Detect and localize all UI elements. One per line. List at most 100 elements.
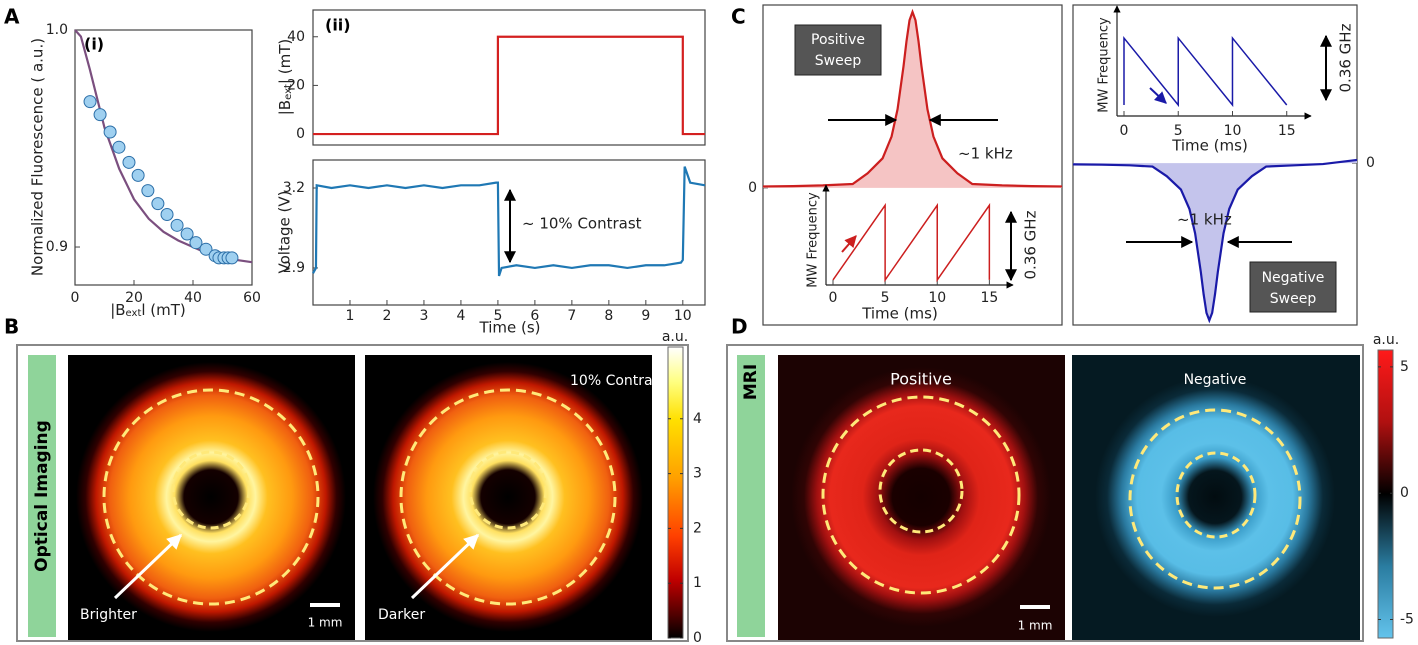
annotation: ~ 10% Contrast — [522, 215, 642, 233]
axis-label: Time (ms) — [1171, 137, 1248, 155]
x-tick-label: 20 — [125, 290, 143, 306]
panel-letter: C — [731, 5, 746, 29]
axis-label-part: |B — [110, 301, 125, 319]
y-tick-label: 1.0 — [46, 22, 68, 38]
x-tick-label: 60 — [243, 290, 261, 306]
side-label: Optical Imaging — [32, 420, 52, 572]
panel-letter: A — [4, 5, 20, 29]
label-line: Negative — [1262, 270, 1325, 286]
panel-frame — [726, 344, 1364, 642]
axis-label: Voltage (V) — [276, 191, 294, 274]
line — [762, 8, 1063, 188]
scatter-point — [83, 95, 97, 109]
line — [74, 29, 253, 264]
annotation: ~1 kHz — [1177, 211, 1232, 229]
y-tick-label: 0 — [1366, 155, 1375, 171]
x-tick-label: 5 — [881, 290, 890, 306]
axis-label-part: ext — [126, 308, 142, 319]
dashed-circle — [878, 448, 964, 534]
label-line: Sweep — [1270, 291, 1317, 307]
colorbar-tick-label: 3 — [693, 466, 702, 482]
image-ring — [373, 362, 643, 632]
colorbar-label: a.u. — [662, 329, 688, 345]
x-tick-label: 5 — [493, 308, 502, 324]
area — [1073, 159, 1357, 321]
axis-label-part: l (mT) — [141, 301, 185, 319]
colorbar — [1377, 349, 1394, 639]
y-tick-label: 0.9 — [46, 239, 68, 255]
dashed-circle — [171, 450, 251, 530]
colorbar-tick-label: 2 — [693, 520, 702, 536]
x-tick-label: 0 — [71, 290, 80, 306]
scatter-point — [160, 207, 174, 221]
x-tick-label: 15 — [1278, 123, 1296, 139]
plot-frame — [312, 9, 706, 146]
axis-label-part: |B — [276, 100, 294, 115]
x-tick-label: 6 — [530, 308, 539, 324]
colorbar-tick-label: 0 — [1400, 485, 1409, 501]
plot-frame — [74, 29, 253, 286]
scatter-point — [189, 236, 203, 250]
axis-label-part: ext — [283, 84, 294, 100]
axis-label-part: | (mT) — [276, 39, 294, 84]
scatter-point — [122, 155, 136, 169]
y-tick-label: 0 — [296, 126, 305, 142]
scatter-point — [103, 125, 117, 139]
image-title: Positive — [890, 370, 952, 389]
x-tick-label: 9 — [641, 308, 650, 324]
side-label: MRI — [741, 364, 761, 400]
y-tick-label: 2.9 — [283, 260, 305, 276]
x-tick-label: 15 — [980, 290, 998, 306]
scatter-point — [112, 140, 126, 154]
side-label-box — [737, 355, 765, 637]
colorbar-tick-label: 4 — [693, 411, 702, 427]
arrow-label: Brighter — [80, 607, 137, 623]
side-label-box — [28, 355, 56, 637]
axis-label: MW Frequency — [806, 192, 821, 288]
scatter-point — [141, 184, 155, 198]
scatter-point — [151, 197, 165, 211]
line — [1123, 35, 1288, 108]
dashed-circle — [468, 450, 548, 530]
arrow — [841, 235, 857, 253]
dashed-circle — [1128, 408, 1302, 590]
scatter-point — [170, 218, 184, 232]
axis-label: |Bext| (mT) — [276, 39, 295, 116]
x-tick-label: 2 — [383, 308, 392, 324]
x-tick-label: 3 — [419, 308, 428, 324]
dashed-circle — [821, 395, 1021, 595]
label-line: Positive — [811, 32, 865, 48]
label-line: Sweep — [815, 53, 862, 69]
line — [1072, 158, 1358, 324]
axis-label: MW Frequency — [1097, 17, 1112, 113]
colorbar-tick-label: 5 — [1400, 359, 1409, 375]
colorbar — [667, 346, 684, 639]
x-tick-label: 7 — [567, 308, 576, 324]
arrow — [113, 533, 183, 600]
y-tick-label: 0 — [748, 180, 757, 196]
line — [313, 35, 705, 136]
scatter-point — [199, 242, 213, 256]
x-tick-label: 10 — [674, 308, 692, 324]
axis-label: |Bextl (mT) — [110, 301, 186, 320]
y-tick-label: 3.2 — [283, 180, 305, 196]
panel-label: (ii) — [325, 16, 351, 35]
axis-label: Time (s) — [479, 319, 541, 337]
panel-letter: D — [731, 315, 748, 339]
y-tick-label: 40 — [287, 29, 305, 45]
y-tick-label: 20 — [287, 77, 305, 93]
annotation: ~1 kHz — [958, 145, 1013, 163]
label-box — [794, 24, 882, 76]
axis-label: Time (ms) — [861, 305, 938, 323]
x-tick-label: 5 — [1174, 123, 1183, 139]
plot-frame — [762, 4, 1063, 326]
colorbar-label: a.u. — [1373, 332, 1399, 348]
annotation: 0.36 GHz — [1022, 210, 1040, 279]
panel-frame — [16, 344, 689, 642]
line — [312, 166, 706, 277]
axis-label: Normalized Fluorescence ( a.u.) — [29, 38, 47, 276]
scatter-point — [93, 108, 107, 122]
x-tick-label: 1 — [346, 308, 355, 324]
colorbar-tick-label: 0 — [693, 630, 702, 645]
dashed-circle — [1175, 451, 1257, 539]
